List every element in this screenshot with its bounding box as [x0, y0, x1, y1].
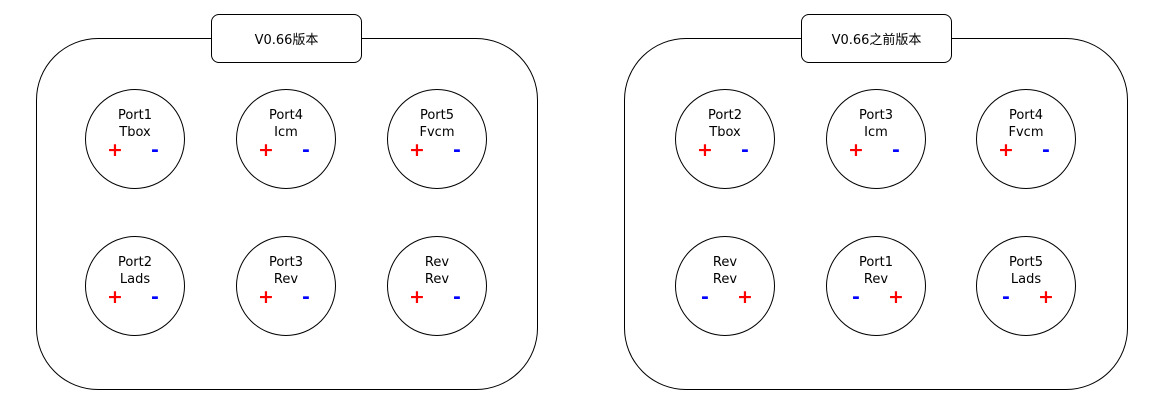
left-version-title: V0.66版本: [211, 14, 362, 63]
left-version-title-text: V0.66版本: [254, 33, 319, 48]
left-port-5: Port3 Rev + -: [236, 236, 336, 336]
port-device: Fvcm: [1008, 125, 1044, 140]
polarity-b: +: [888, 286, 904, 308]
port-name: Port2: [707, 108, 743, 123]
right-port-2: Port3 Icm + -: [826, 89, 926, 189]
left-port-4: Port2 Lads + -: [85, 236, 185, 336]
polarity-b: -: [453, 139, 461, 161]
port-device: Lads: [1010, 272, 1042, 287]
port-name: Port2: [117, 255, 153, 270]
port-name: Port3: [858, 108, 894, 123]
right-version-title-text: V0.66之前版本: [831, 33, 922, 48]
port-device: Icm: [274, 125, 298, 140]
polarity-a: +: [258, 286, 274, 308]
polarity-a: +: [409, 139, 425, 161]
port-name: Port3: [268, 255, 304, 270]
polarity-a: +: [998, 139, 1014, 161]
port-name: Rev: [424, 255, 450, 270]
port-device: Rev: [273, 272, 299, 287]
port-name: Port1: [858, 255, 894, 270]
port-name: Port1: [117, 108, 153, 123]
polarity-b: -: [892, 139, 900, 161]
polarity-b: -: [302, 286, 310, 308]
port-device: Rev: [863, 272, 889, 287]
port-device: Lads: [119, 272, 151, 287]
port-device: Tbox: [709, 125, 741, 140]
right-port-3: Port4 Fvcm + -: [976, 89, 1076, 189]
polarity-b: -: [302, 139, 310, 161]
polarity-b: +: [737, 286, 753, 308]
right-port-5: Port1 Rev - +: [826, 236, 926, 336]
polarity-a: +: [107, 286, 123, 308]
left-port-1: Port1 Tbox + -: [85, 89, 185, 189]
polarity-a: +: [107, 139, 123, 161]
port-name: Port4: [1008, 108, 1044, 123]
polarity-a: +: [697, 139, 713, 161]
polarity-a: +: [409, 286, 425, 308]
right-port-1: Port2 Tbox + -: [675, 89, 775, 189]
left-port-6: Rev Rev + -: [387, 236, 487, 336]
right-version-title: V0.66之前版本: [801, 14, 952, 63]
polarity-b: -: [151, 139, 159, 161]
port-device: Fvcm: [419, 125, 455, 140]
port-device: Tbox: [119, 125, 151, 140]
polarity-a: +: [258, 139, 274, 161]
port-device: Icm: [864, 125, 888, 140]
polarity-b: -: [1042, 139, 1050, 161]
left-port-2: Port4 Icm + -: [236, 89, 336, 189]
port-name: Rev: [712, 255, 738, 270]
polarity-a: +: [848, 139, 864, 161]
port-device: Rev: [712, 272, 738, 287]
polarity-a: -: [1002, 286, 1010, 308]
right-port-6: Port5 Lads - +: [976, 236, 1076, 336]
port-device: Rev: [424, 272, 450, 287]
polarity-a: -: [701, 286, 709, 308]
polarity-b: -: [741, 139, 749, 161]
polarity-b: +: [1038, 286, 1054, 308]
left-port-3: Port5 Fvcm + -: [387, 89, 487, 189]
port-name: Port5: [1008, 255, 1044, 270]
polarity-a: -: [852, 286, 860, 308]
polarity-b: -: [151, 286, 159, 308]
right-port-4: Rev Rev - +: [675, 236, 775, 336]
port-name: Port5: [419, 108, 455, 123]
polarity-b: -: [453, 286, 461, 308]
port-name: Port4: [268, 108, 304, 123]
